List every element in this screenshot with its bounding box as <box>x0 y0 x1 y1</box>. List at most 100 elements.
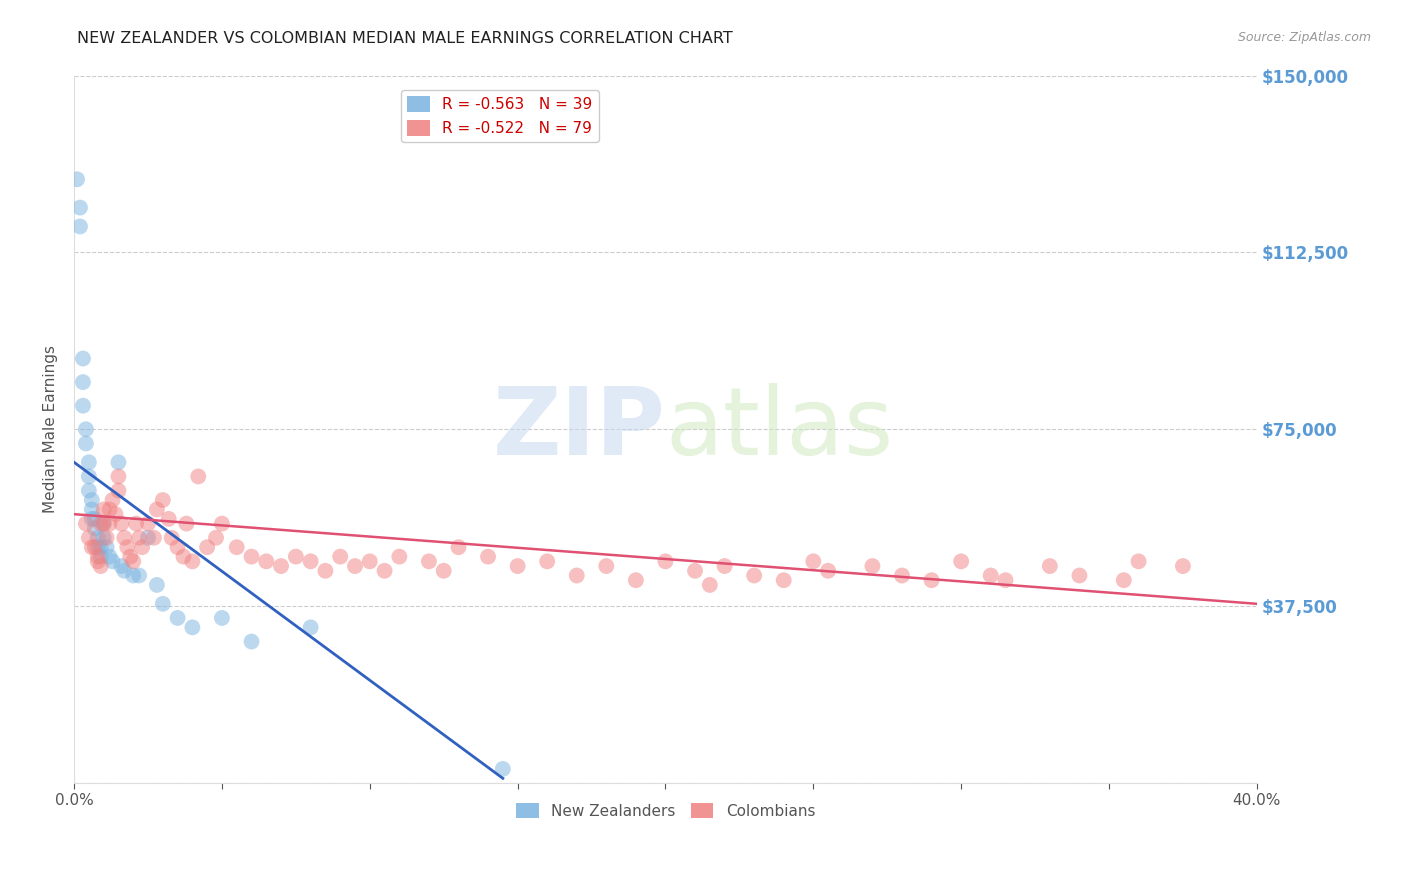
Point <box>1128 554 1150 568</box>
Point <box>270 559 292 574</box>
Point <box>359 554 381 568</box>
Point <box>187 469 209 483</box>
Point <box>122 568 145 582</box>
Point <box>125 516 148 531</box>
Legend: New Zealanders, Colombians: New Zealanders, Colombians <box>509 797 821 825</box>
Point <box>107 483 129 498</box>
Point <box>181 620 204 634</box>
Point <box>104 507 127 521</box>
Point <box>595 559 617 574</box>
Point <box>80 512 103 526</box>
Point <box>77 483 100 498</box>
Point <box>152 493 174 508</box>
Point <box>136 531 159 545</box>
Point <box>742 568 765 582</box>
Point <box>329 549 352 564</box>
Point <box>950 554 973 568</box>
Point <box>87 540 110 554</box>
Point <box>1112 573 1135 587</box>
Text: ZIP: ZIP <box>492 384 665 475</box>
Text: NEW ZEALANDER VS COLOMBIAN MEDIAN MALE EARNINGS CORRELATION CHART: NEW ZEALANDER VS COLOMBIAN MEDIAN MALE E… <box>77 31 733 46</box>
Point <box>69 201 91 215</box>
Point <box>128 568 150 582</box>
Point <box>146 578 169 592</box>
Point <box>152 597 174 611</box>
Point <box>506 559 529 574</box>
Point <box>110 559 132 574</box>
Point <box>862 559 884 574</box>
Point <box>90 540 112 554</box>
Point <box>254 554 277 568</box>
Point <box>98 516 121 531</box>
Point <box>117 540 139 554</box>
Point <box>83 540 105 554</box>
Point <box>107 455 129 469</box>
Point <box>713 559 735 574</box>
Point <box>96 540 118 554</box>
Point <box>93 516 115 531</box>
Point <box>1069 568 1091 582</box>
Point <box>447 540 470 554</box>
Point <box>83 512 105 526</box>
Point <box>83 521 105 535</box>
Point <box>211 516 233 531</box>
Point <box>112 564 135 578</box>
Point <box>93 531 115 545</box>
Point <box>160 531 183 545</box>
Point <box>98 549 121 564</box>
Point <box>772 573 794 587</box>
Point <box>136 516 159 531</box>
Point <box>699 578 721 592</box>
Y-axis label: Median Male Earnings: Median Male Earnings <box>44 345 58 513</box>
Point <box>433 564 456 578</box>
Point <box>80 502 103 516</box>
Point <box>80 493 103 508</box>
Point <box>131 540 153 554</box>
Point <box>69 219 91 234</box>
Point <box>994 573 1017 587</box>
Point <box>181 554 204 568</box>
Point <box>166 540 188 554</box>
Point <box>284 549 307 564</box>
Point <box>683 564 706 578</box>
Point <box>72 375 94 389</box>
Point <box>891 568 914 582</box>
Point <box>87 549 110 564</box>
Point <box>817 564 839 578</box>
Point <box>980 568 1002 582</box>
Point <box>122 554 145 568</box>
Point <box>93 516 115 531</box>
Point <box>240 634 263 648</box>
Point <box>72 399 94 413</box>
Point <box>1171 559 1194 574</box>
Point <box>211 611 233 625</box>
Point <box>418 554 440 568</box>
Text: Source: ZipAtlas.com: Source: ZipAtlas.com <box>1237 31 1371 45</box>
Point <box>107 469 129 483</box>
Point <box>624 573 647 587</box>
Point <box>110 516 132 531</box>
Point <box>101 493 124 508</box>
Point <box>146 502 169 516</box>
Point <box>225 540 247 554</box>
Point <box>921 573 943 587</box>
Point <box>343 559 366 574</box>
Text: atlas: atlas <box>665 384 894 475</box>
Point <box>90 549 112 564</box>
Point <box>80 540 103 554</box>
Point <box>75 422 97 436</box>
Point <box>536 554 558 568</box>
Point <box>72 351 94 366</box>
Point <box>128 531 150 545</box>
Point <box>1039 559 1062 574</box>
Point <box>195 540 218 554</box>
Point <box>240 549 263 564</box>
Point <box>98 502 121 516</box>
Point <box>112 531 135 545</box>
Point <box>77 455 100 469</box>
Point <box>299 620 322 634</box>
Point <box>66 172 89 186</box>
Point <box>96 531 118 545</box>
Point <box>157 512 180 526</box>
Point <box>120 549 142 564</box>
